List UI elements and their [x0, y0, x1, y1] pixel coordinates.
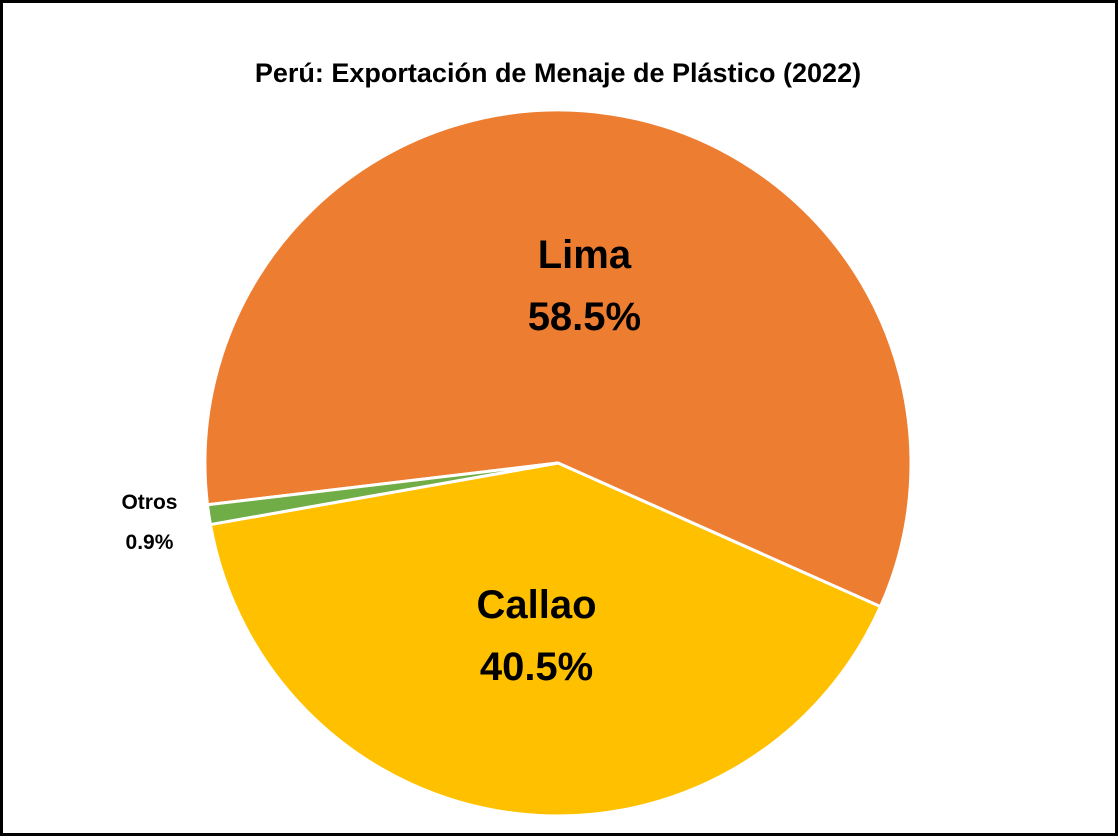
slice-value-label: 58.5% [528, 295, 641, 339]
pie-slice [203, 108, 913, 609]
pie-slice [205, 461, 559, 527]
pie-slice [208, 461, 883, 818]
slice-category-label: Otros [121, 491, 177, 514]
slice-category-label: Callao [477, 583, 597, 627]
slice-category-label: Lima [538, 233, 632, 277]
slice-value-label: 0.9% [126, 531, 174, 554]
chart-title: Perú: Exportación de Menaje de Plástico … [255, 58, 861, 88]
slice-value-label: 40.5% [480, 645, 593, 689]
